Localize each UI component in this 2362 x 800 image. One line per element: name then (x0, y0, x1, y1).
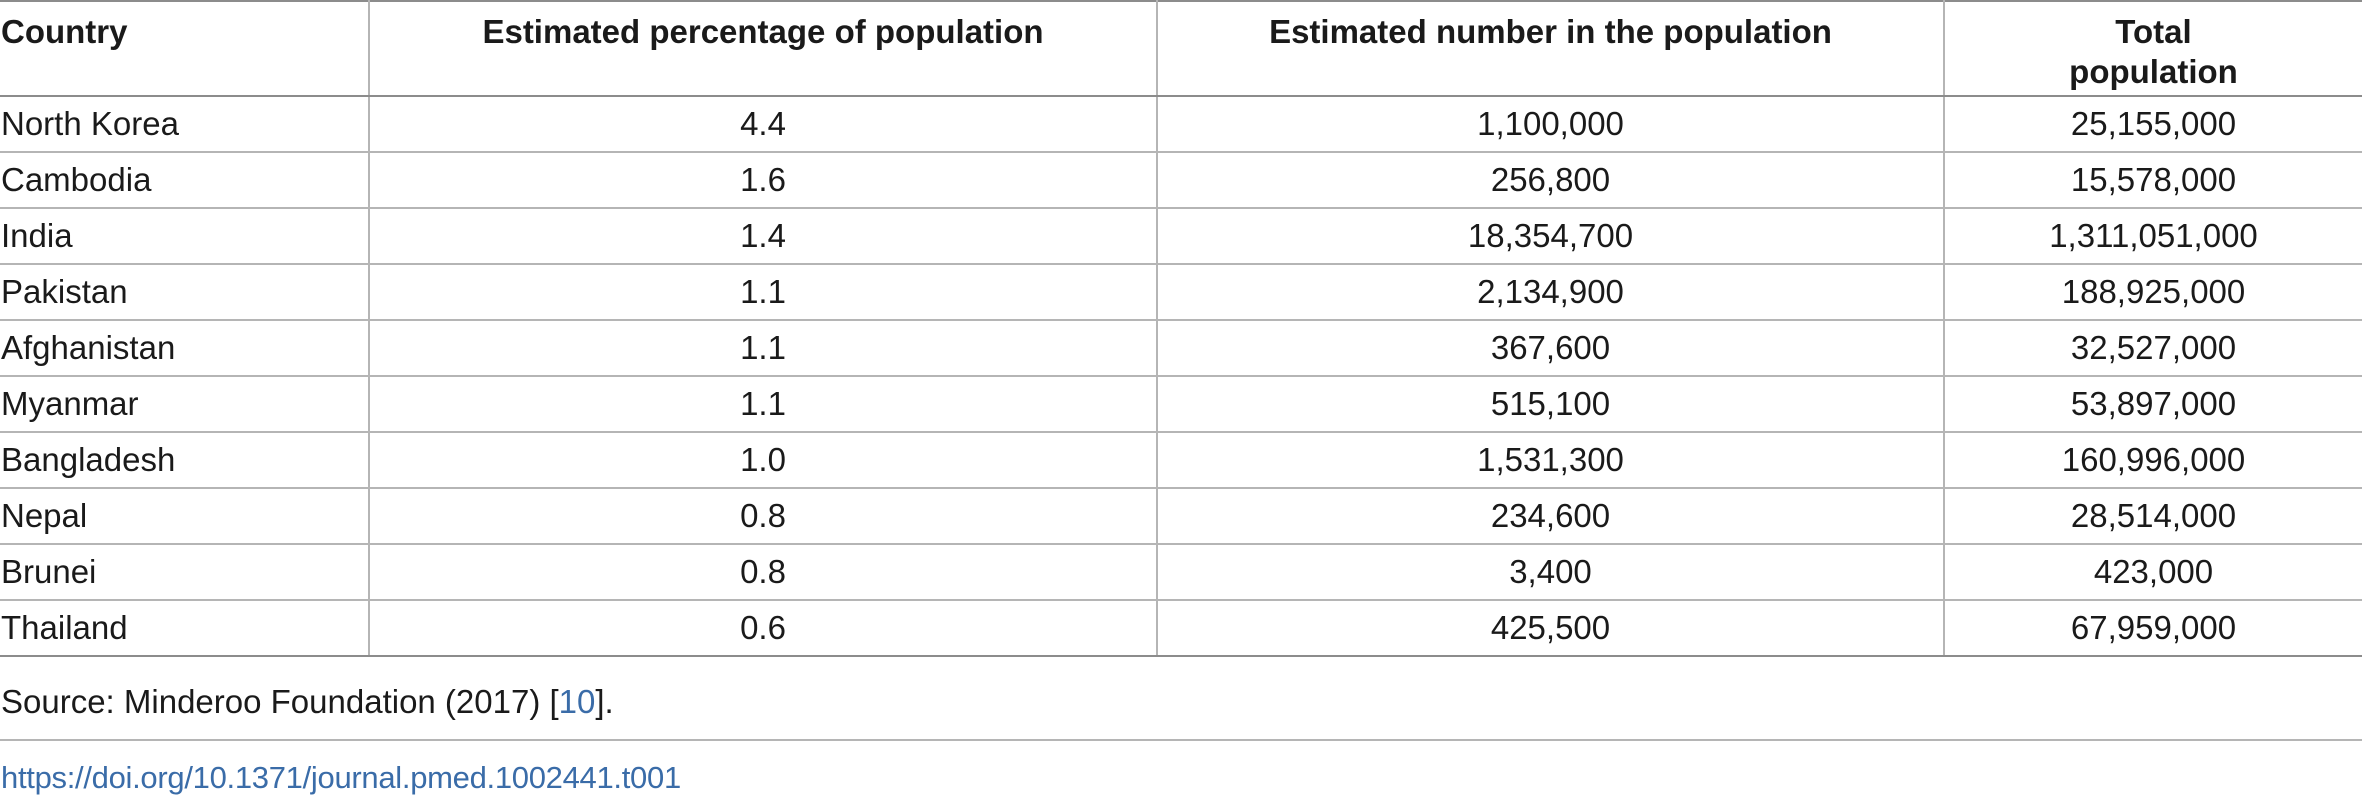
number-cell: 1,531,300 (1156, 432, 1944, 489)
total-population-cell: 25,155,000 (1943, 96, 2362, 153)
reference-link[interactable]: 10 (558, 683, 596, 720)
number-cell: 256,800 (1156, 152, 1944, 209)
country-cell: North Korea (0, 96, 369, 153)
number-cell: 425,500 (1156, 600, 1944, 657)
total-population-cell: 53,897,000 (1943, 376, 2362, 433)
number-cell: 367,600 (1156, 320, 1944, 377)
header-country: Country (0, 1, 369, 97)
percentage-cell: 1.1 (368, 320, 1157, 377)
country-cell: Thailand (0, 600, 369, 657)
number-cell: 2,134,900 (1156, 264, 1944, 321)
country-cell: Bangladesh (0, 432, 369, 489)
percentage-cell: 0.8 (368, 488, 1157, 545)
number-cell: 515,100 (1156, 376, 1944, 433)
number-cell: 234,600 (1156, 488, 1944, 545)
table-row: Myanmar 1.1 515,100 53,897,000 (0, 376, 2362, 433)
percentage-cell: 1.0 (368, 432, 1157, 489)
total-population-cell: 15,578,000 (1943, 152, 2362, 209)
percentage-cell: 0.8 (368, 544, 1157, 601)
total-population-cell: 67,959,000 (1943, 600, 2362, 657)
country-cell: Afghanistan (0, 320, 369, 377)
source-suffix: ]. (595, 683, 614, 720)
header-total-line1: Total (2115, 13, 2192, 50)
table-row: Brunei 0.8 3,400 423,000 (0, 544, 2362, 601)
country-cell: Myanmar (0, 376, 369, 433)
country-cell: Brunei (0, 544, 369, 601)
percentage-cell: 1.4 (368, 208, 1157, 265)
percentage-cell: 0.6 (368, 600, 1157, 657)
total-population-cell: 160,996,000 (1943, 432, 2362, 489)
table-row: Thailand 0.6 425,500 67,959,000 (0, 600, 2362, 657)
percentage-cell: 1.1 (368, 376, 1157, 433)
table-row: Pakistan 1.1 2,134,900 188,925,000 (0, 264, 2362, 321)
country-cell: India (0, 208, 369, 265)
total-population-cell: 1,311,051,000 (1943, 208, 2362, 265)
table-row: Cambodia 1.6 256,800 15,578,000 (0, 152, 2362, 209)
number-cell: 1,100,000 (1156, 96, 1944, 153)
percentage-cell: 1.6 (368, 152, 1157, 209)
percentage-cell: 1.1 (368, 264, 1157, 321)
percentage-cell: 4.4 (368, 96, 1157, 153)
source-note: Source: Minderoo Foundation (2017) [10]. (1, 680, 614, 724)
total-population-cell: 423,000 (1943, 544, 2362, 601)
table-row: Bangladesh 1.0 1,531,300 160,996,000 (0, 432, 2362, 489)
header-number: Estimated number in the population (1156, 1, 1944, 97)
doi-link[interactable]: https://doi.org/10.1371/journal.pmed.100… (1, 760, 681, 795)
number-cell: 18,354,700 (1156, 208, 1944, 265)
divider (0, 739, 2362, 741)
number-cell: 3,400 (1156, 544, 1944, 601)
table-row: Afghanistan 1.1 367,600 32,527,000 (0, 320, 2362, 377)
data-table: Country Estimated percentage of populati… (0, 0, 2362, 657)
header-total-population: Total population (1943, 1, 2362, 97)
total-population-cell: 32,527,000 (1943, 320, 2362, 377)
country-cell: Pakistan (0, 264, 369, 321)
table-row: India 1.4 18,354,700 1,311,051,000 (0, 208, 2362, 265)
header-percentage: Estimated percentage of population (368, 1, 1157, 97)
total-population-cell: 188,925,000 (1943, 264, 2362, 321)
source-prefix: Source: Minderoo Foundation (2017) [ (1, 683, 559, 720)
table-row: North Korea 4.4 1,100,000 25,155,000 (0, 96, 2362, 153)
table-row: Nepal 0.8 234,600 28,514,000 (0, 488, 2362, 545)
table-body: North Korea 4.4 1,100,000 25,155,000 Cambodi… (0, 96, 2362, 657)
total-population-cell: 28,514,000 (1943, 488, 2362, 545)
header-total-line2: population (2069, 53, 2238, 90)
country-cell: Nepal (0, 488, 369, 545)
header-row: Country Estimated percentage of populati… (0, 1, 2362, 97)
country-cell: Cambodia (0, 152, 369, 209)
